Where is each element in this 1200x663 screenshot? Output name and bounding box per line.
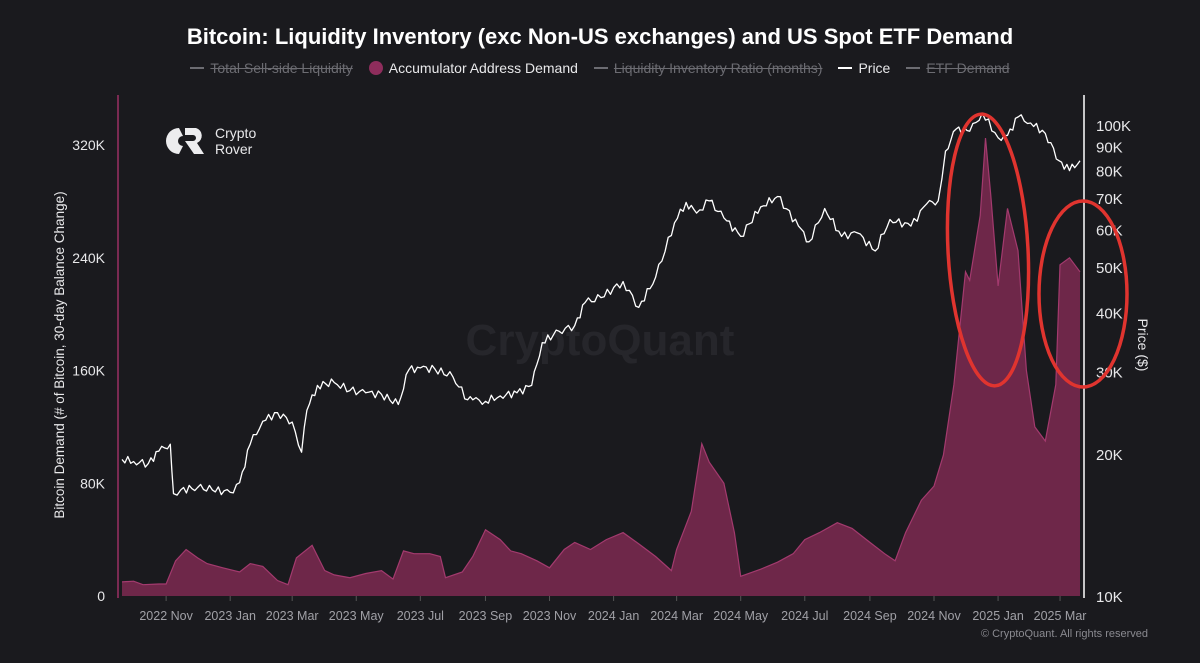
legend-line-icon xyxy=(190,67,205,69)
annotation-ellipse-dec-2024 xyxy=(945,112,1031,388)
x-tick-label: 2024 Sep xyxy=(843,609,897,623)
legend-dot-icon xyxy=(368,61,383,75)
annotation-ellipse-mar-2025 xyxy=(1037,199,1129,389)
y2-tick-label: 70K xyxy=(1096,191,1123,208)
x-tick-label: 2024 Nov xyxy=(907,609,961,623)
x-tick-label: 2023 Sep xyxy=(459,609,513,623)
legend-label: Liquidity Inventory Ratio (months) xyxy=(613,60,823,76)
x-tick-label: 2023 May xyxy=(329,609,385,623)
x-tick-label: 2025 Mar xyxy=(1034,609,1087,623)
legend-line-icon xyxy=(593,67,608,69)
x-tick-label: 2023 Mar xyxy=(266,609,319,623)
legend-item-liquidity-inventory-ratio[interactable]: Liquidity Inventory Ratio (months) xyxy=(593,60,823,76)
y-tick-label: 320K xyxy=(72,137,105,153)
x-tick-label: 2023 Jan xyxy=(204,609,255,623)
x-tick-label: 2024 Jan xyxy=(588,609,639,623)
copyright: © CryptoQuant. All rights reserved xyxy=(980,628,1148,640)
x-tick-label: 2023 Nov xyxy=(523,609,577,623)
legend-item-etf-demand[interactable]: ETF Demand xyxy=(906,60,1010,76)
legend-item-accumulator-address-demand[interactable]: Accumulator Address Demand xyxy=(368,60,578,76)
demand-series xyxy=(121,137,1081,596)
y2-tick-label: 40K xyxy=(1096,305,1123,322)
y-tick-label: 240K xyxy=(72,250,105,266)
y2-tick-label: 80K xyxy=(1096,164,1123,181)
x-tick-label: 2024 Mar xyxy=(650,609,703,623)
x-tick-label: 2025 Jan xyxy=(972,609,1023,623)
cr-logo-icon xyxy=(166,128,204,154)
watermark: CryptoQuant xyxy=(466,316,735,365)
y-tick-label: 160K xyxy=(72,363,105,379)
price-series xyxy=(121,112,1081,496)
logo-line1: Crypto xyxy=(215,125,257,141)
legend-line-icon xyxy=(906,67,921,69)
logo-line2: Rover xyxy=(215,141,253,157)
y2-tick-label: 10K xyxy=(1096,589,1123,606)
x-tick-label: 2022 Nov xyxy=(139,609,193,623)
chart-title: Bitcoin: Liquidity Inventory (exc Non-US… xyxy=(186,24,1014,49)
price-line xyxy=(121,112,1081,496)
legend-label: Accumulator Address Demand xyxy=(388,60,578,76)
y-axis-label: Bitcoin Demand (# of Bitcoin, 30-day Bal… xyxy=(52,191,67,518)
x-axis: 2022 Nov 2023 Jan 2023 Mar 2023 May 2023 Jul… xyxy=(139,596,1086,623)
x-tick-label: 2023 Jul xyxy=(397,609,444,623)
legend-label: Price xyxy=(858,60,891,76)
y2-axis-label: Price ($) xyxy=(1135,319,1151,372)
x-tick-label: 2024 May xyxy=(713,609,769,623)
crypto-rover-logo: Crypto Rover xyxy=(163,125,256,157)
legend-line-icon xyxy=(838,67,853,69)
left-axis: 0 80K 160K 240K 320K xyxy=(72,137,105,604)
legend-item-total-sell-side-liquidity[interactable]: Total Sell-side Liquidity xyxy=(190,60,353,76)
legend-label: Total Sell-side Liquidity xyxy=(210,60,353,76)
y2-tick-label: 100K xyxy=(1096,118,1131,135)
y2-tick-label: 20K xyxy=(1096,447,1123,464)
y-tick-label: 0 xyxy=(97,588,105,604)
demand-line xyxy=(121,137,1081,586)
x-tick-label: 2024 Jul xyxy=(781,609,828,623)
legend-item-price[interactable]: Price xyxy=(838,60,890,76)
demand-area xyxy=(122,138,1080,596)
y2-tick-label: 90K xyxy=(1096,140,1123,157)
y2-tick-label: 50K xyxy=(1096,260,1123,277)
legend: Total Sell-side Liquidity Accumulator Ad… xyxy=(0,60,1200,76)
y-tick-label: 80K xyxy=(80,475,106,491)
legend-label: ETF Demand xyxy=(926,60,1010,76)
